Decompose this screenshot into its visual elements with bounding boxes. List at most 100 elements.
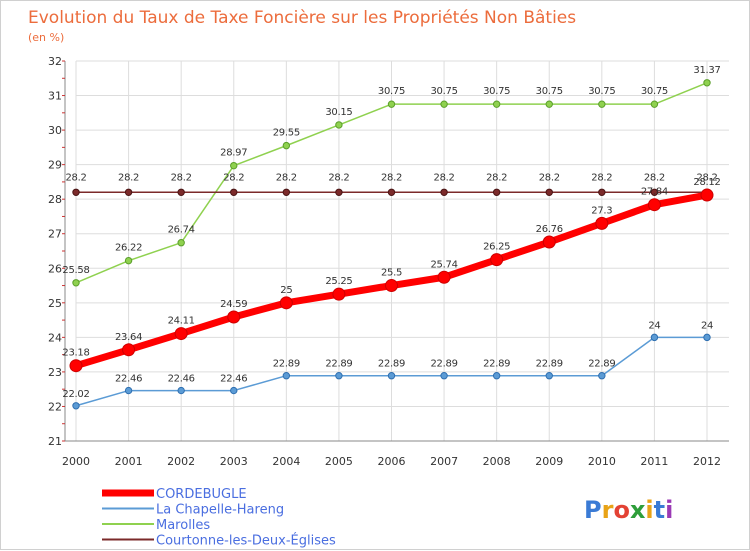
data-point — [177, 386, 185, 395]
data-label: 28.97 — [220, 148, 247, 159]
x-tick-label: 2001 — [115, 455, 143, 468]
data-point — [545, 188, 553, 196]
x-tick-label: 2008 — [483, 455, 511, 468]
data-label: 28.2 — [65, 172, 86, 183]
data-label: 30.75 — [588, 86, 615, 97]
data-point — [545, 372, 553, 380]
data-point — [282, 141, 291, 150]
data-label: 22.46 — [115, 374, 142, 385]
data-label: 28.2 — [118, 172, 139, 183]
data-label: 29.55 — [273, 128, 300, 139]
data-label: 28.2 — [381, 172, 402, 183]
data-label: 25 — [280, 285, 292, 296]
data-point — [700, 188, 714, 202]
x-tick-label: 2010 — [588, 455, 616, 468]
data-point — [598, 188, 606, 196]
data-point — [230, 161, 238, 170]
data-label: 22.46 — [168, 374, 195, 385]
series — [69, 79, 714, 410]
legend-label-1: La Chapelle-Hareng — [156, 503, 284, 518]
y-tick-label: 28 — [48, 193, 62, 206]
data-point — [122, 343, 136, 357]
y-tick-label: 30 — [48, 124, 62, 137]
data-point — [332, 287, 346, 301]
data-point — [492, 188, 501, 196]
x-tick-label: 2012 — [693, 455, 721, 468]
y-tick-label: 27 — [48, 228, 62, 241]
data-label: 25.74 — [431, 259, 458, 270]
data-label: 26.74 — [168, 225, 195, 236]
data-point — [124, 386, 133, 395]
data-point — [650, 100, 659, 108]
data-label: 28.12 — [693, 177, 720, 188]
data-point — [230, 188, 238, 196]
data-point — [124, 188, 133, 196]
data-label: 22.02 — [62, 389, 89, 400]
data-labels: 25.58 26.22 26.74 28.97 29.55 30.15 30.75 30.75… — [62, 65, 720, 400]
data-label: 22.89 — [273, 359, 300, 370]
y-tick-label: 22 — [48, 400, 62, 413]
data-label: 30.75 — [483, 86, 510, 97]
x-tick-label: 2005 — [325, 455, 353, 468]
data-point — [650, 333, 659, 342]
data-label: 27.84 — [641, 187, 668, 198]
data-point — [72, 188, 80, 196]
data-label: 26.25 — [483, 242, 510, 253]
y-tick-label: 25 — [48, 297, 62, 310]
x-tick-label: 2004 — [272, 455, 300, 468]
data-label: 26.22 — [115, 243, 142, 254]
data-label: 28.2 — [486, 172, 507, 183]
data-label: 22.89 — [483, 359, 510, 370]
data-point — [492, 100, 501, 108]
legend-label-0: CORDEBUGLE — [156, 487, 247, 502]
data-label: 30.75 — [431, 86, 458, 97]
data-label: 22.89 — [378, 359, 405, 370]
chart-title: Evolution du Taux de Taxe Foncière sur l… — [28, 8, 576, 28]
legend-label-2: Marolles — [156, 518, 210, 533]
data-label: 24.59 — [220, 299, 247, 310]
data-point — [230, 386, 238, 395]
data-point — [335, 188, 343, 196]
data-label: 24.11 — [168, 316, 195, 327]
data-label: 22.89 — [431, 359, 458, 370]
data-label: 28.2 — [644, 172, 665, 183]
y-tick-label: 23 — [48, 366, 62, 379]
data-point — [387, 188, 396, 196]
y-tick-label: 26 — [48, 262, 62, 275]
data-point — [335, 372, 343, 380]
data-point — [279, 296, 293, 310]
data-label: 28.2 — [591, 172, 612, 183]
data-label: 22.89 — [536, 359, 563, 370]
y-tick-label: 24 — [48, 331, 62, 344]
data-label: 23.18 — [62, 348, 89, 359]
data-label: 30.75 — [378, 86, 405, 97]
data-point — [124, 256, 133, 265]
data-point — [69, 359, 83, 373]
data-point — [703, 333, 711, 342]
data-label: 28.2 — [328, 172, 349, 183]
chart-subtitle: (en %) — [28, 31, 64, 44]
data-label: 26.76 — [536, 224, 563, 235]
x-tick-label: 2006 — [378, 455, 406, 468]
data-point — [440, 188, 448, 196]
data-point — [647, 198, 661, 212]
data-label: 31.37 — [693, 65, 720, 76]
data-point — [177, 188, 185, 196]
data-point — [282, 188, 291, 196]
data-label: 25.25 — [325, 276, 352, 287]
data-label: 25.58 — [62, 265, 89, 276]
data-label: 30.15 — [325, 107, 352, 118]
data-point — [282, 372, 291, 380]
data-point — [387, 100, 396, 108]
data-point — [598, 372, 606, 380]
y-tick-label: 21 — [48, 435, 62, 448]
x-tick-label: 2003 — [220, 455, 248, 468]
y-tick-label: 31 — [48, 90, 62, 103]
data-label: 28.2 — [223, 172, 244, 183]
brand-logo: Proxiti — [584, 496, 673, 524]
data-point — [542, 235, 556, 249]
data-label: 27.3 — [591, 205, 612, 216]
data-point — [72, 402, 80, 410]
